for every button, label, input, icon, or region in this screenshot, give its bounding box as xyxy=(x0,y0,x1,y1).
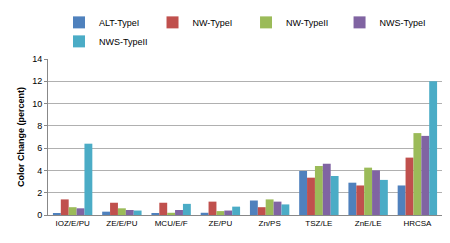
svg-text:ZnE/LE: ZnE/LE xyxy=(355,219,382,228)
svg-text:2: 2 xyxy=(37,188,42,198)
svg-text:6: 6 xyxy=(37,143,42,153)
svg-text:14: 14 xyxy=(32,54,42,64)
svg-text:MCU/E/F: MCU/E/F xyxy=(155,219,188,228)
svg-text:ZE/PU: ZE/PU xyxy=(209,219,233,228)
svg-text:HRCSA: HRCSA xyxy=(403,219,432,228)
svg-text:NW-TypeI: NW-TypeI xyxy=(193,18,233,28)
svg-text:Zn/PS: Zn/PS xyxy=(259,219,281,228)
svg-text:NW-TypeII: NW-TypeII xyxy=(286,18,328,28)
svg-text:4: 4 xyxy=(37,166,42,176)
svg-text:ZE/E/PU: ZE/E/PU xyxy=(106,219,137,228)
svg-text:0: 0 xyxy=(37,210,42,220)
svg-text:Color Change (percent): Color Change (percent) xyxy=(16,87,26,187)
svg-text:NWS-TypeI: NWS-TypeI xyxy=(380,18,426,28)
svg-text:12: 12 xyxy=(32,76,42,86)
svg-text:8: 8 xyxy=(37,121,42,131)
svg-text:IOZ/E/PU: IOZ/E/PU xyxy=(56,219,90,228)
svg-text:10: 10 xyxy=(32,99,42,109)
svg-text:NWS-TypeII: NWS-TypeII xyxy=(99,37,148,47)
svg-text:TSZ/LE: TSZ/LE xyxy=(305,219,332,228)
svg-text:ALT-TypeI: ALT-TypeI xyxy=(99,18,139,28)
